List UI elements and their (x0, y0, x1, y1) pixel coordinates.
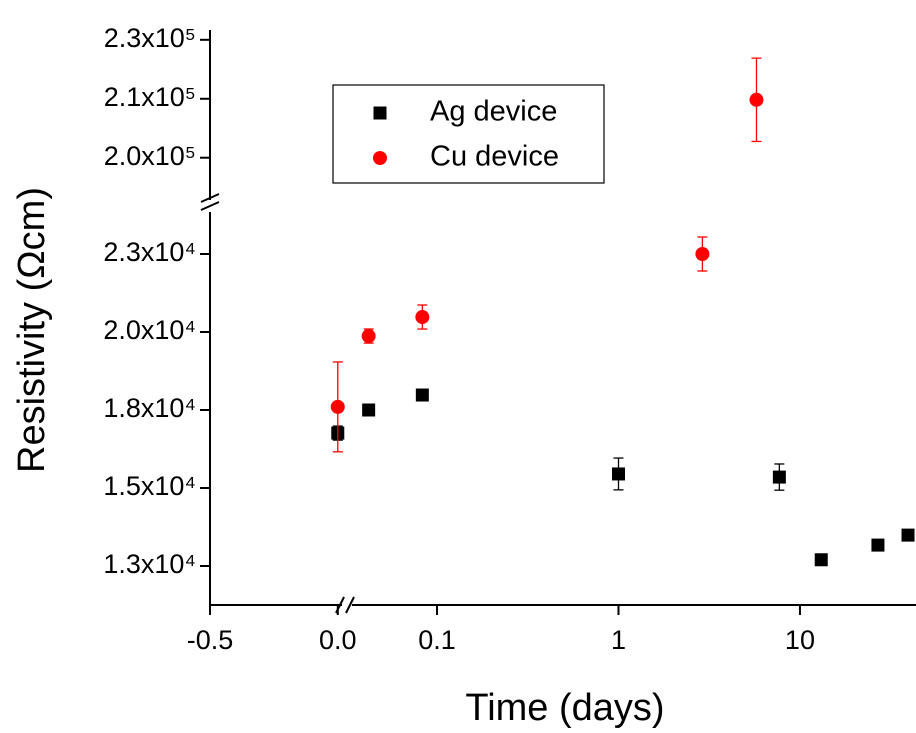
data-point (361, 329, 376, 344)
legend-marker (373, 106, 387, 120)
data-point (330, 399, 345, 414)
y-tick-label: 2.0x10⁴ (103, 315, 196, 345)
data-point (415, 310, 430, 325)
data-point (695, 247, 710, 261)
data-point (871, 538, 885, 552)
y-tick-label: 2.0x10⁵ (104, 141, 196, 171)
y-tick-label: 2.3x10⁵ (104, 23, 196, 53)
legend-label: Cu device (430, 141, 559, 173)
y-axis-break (200, 193, 220, 203)
y-axis-break (200, 201, 220, 211)
x-tick-label: 0.1 (418, 625, 456, 655)
data-point (611, 467, 625, 481)
x-tick-label: 10 (785, 625, 815, 655)
x-axis-title: Time (days) (465, 687, 664, 729)
x-tick-label: 0.0 (319, 625, 357, 655)
data-point (362, 403, 376, 417)
x-tick-label: -0.5 (187, 625, 234, 655)
data-point (814, 553, 828, 567)
x-axis-break (345, 596, 355, 614)
legend-box (332, 84, 605, 184)
y-tick-label: 1.3x10⁴ (103, 549, 196, 579)
legend-marker (373, 151, 387, 165)
y-axis-title: Resistivity (Ωcm) (11, 187, 53, 473)
data-point (749, 92, 764, 107)
axes (200, 30, 916, 614)
data-point (772, 470, 786, 484)
y-tick-label: 2.3x10⁴ (103, 237, 196, 267)
x-tick-label: 1 (611, 625, 626, 655)
data-point (901, 528, 915, 542)
y-tick-label: 1.8x10⁴ (103, 393, 196, 423)
legend-label: Ag device (430, 96, 557, 128)
y-tick-label: 1.5x10⁴ (103, 471, 196, 501)
data-point (415, 388, 429, 402)
y-tick-label: 2.1x10⁵ (104, 82, 196, 112)
